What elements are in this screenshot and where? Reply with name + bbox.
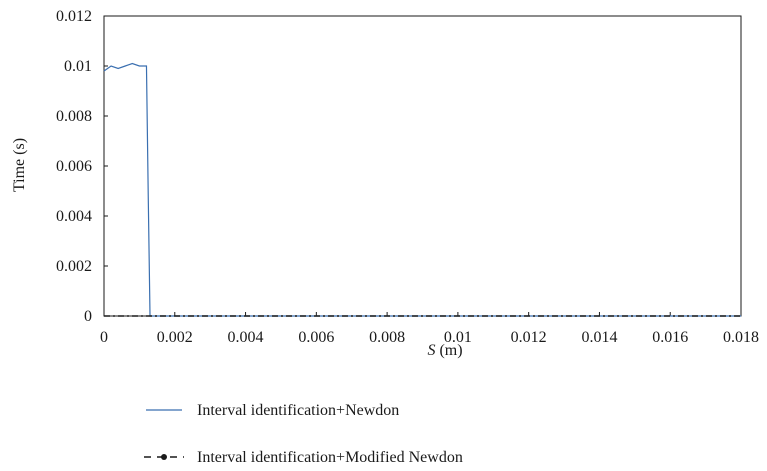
x-axis-label-symbol: S <box>427 342 435 359</box>
x-tick-label: 0.016 <box>652 329 688 346</box>
legend-label-newdon: Interval identification+Newdon <box>197 402 399 419</box>
x-tick-label: 0.012 <box>511 329 547 346</box>
legend: Interval identification+Newdon Interval … <box>144 402 463 466</box>
legend-marker-modified-newdon <box>161 454 167 460</box>
series-layer <box>103 62 741 317</box>
y-tick-label: 0.002 <box>56 258 92 275</box>
legend-item-modified-newdon: Interval identification+Modified Newdon <box>144 449 463 466</box>
x-tick-label: 0.018 <box>723 329 759 346</box>
y-tick-label: 0.012 <box>56 8 92 25</box>
x-axis-label-unit: (m) <box>435 342 462 359</box>
y-axis: 0 0.002 0.004 0.006 0.008 0.01 0.012 <box>56 8 108 325</box>
plot-area <box>103 15 742 317</box>
x-tick-label: 0.014 <box>581 329 617 346</box>
legend-item-newdon: Interval identification+Newdon <box>146 402 399 419</box>
y-tick-label: 0.008 <box>56 108 92 125</box>
x-tick-label: 0.004 <box>228 329 264 346</box>
y-tick-label: 0.006 <box>56 158 92 175</box>
plot-frame <box>103 15 742 317</box>
x-tick-label: 0.008 <box>369 329 405 346</box>
x-axis-label: S (m) <box>427 342 462 359</box>
x-tick-label: 0.002 <box>157 329 193 346</box>
y-tick-label: 0.01 <box>64 58 92 75</box>
x-tick-label: 0.006 <box>298 329 334 346</box>
x-tick-label: 0.01 <box>444 329 472 346</box>
y-axis-label: Time (s) <box>11 138 28 192</box>
y-tick-label: 0.004 <box>56 208 92 225</box>
x-tick-label: 0 <box>100 329 108 346</box>
x-axis: 0 0.002 0.004 0.006 0.008 0.01 0.012 0.014 0.016… <box>100 312 759 346</box>
series-line-0 <box>103 62 741 317</box>
legend-label-modified-newdon: Interval identification+Modified Newdon <box>197 449 463 466</box>
y-tick-label: 0 <box>84 308 92 325</box>
